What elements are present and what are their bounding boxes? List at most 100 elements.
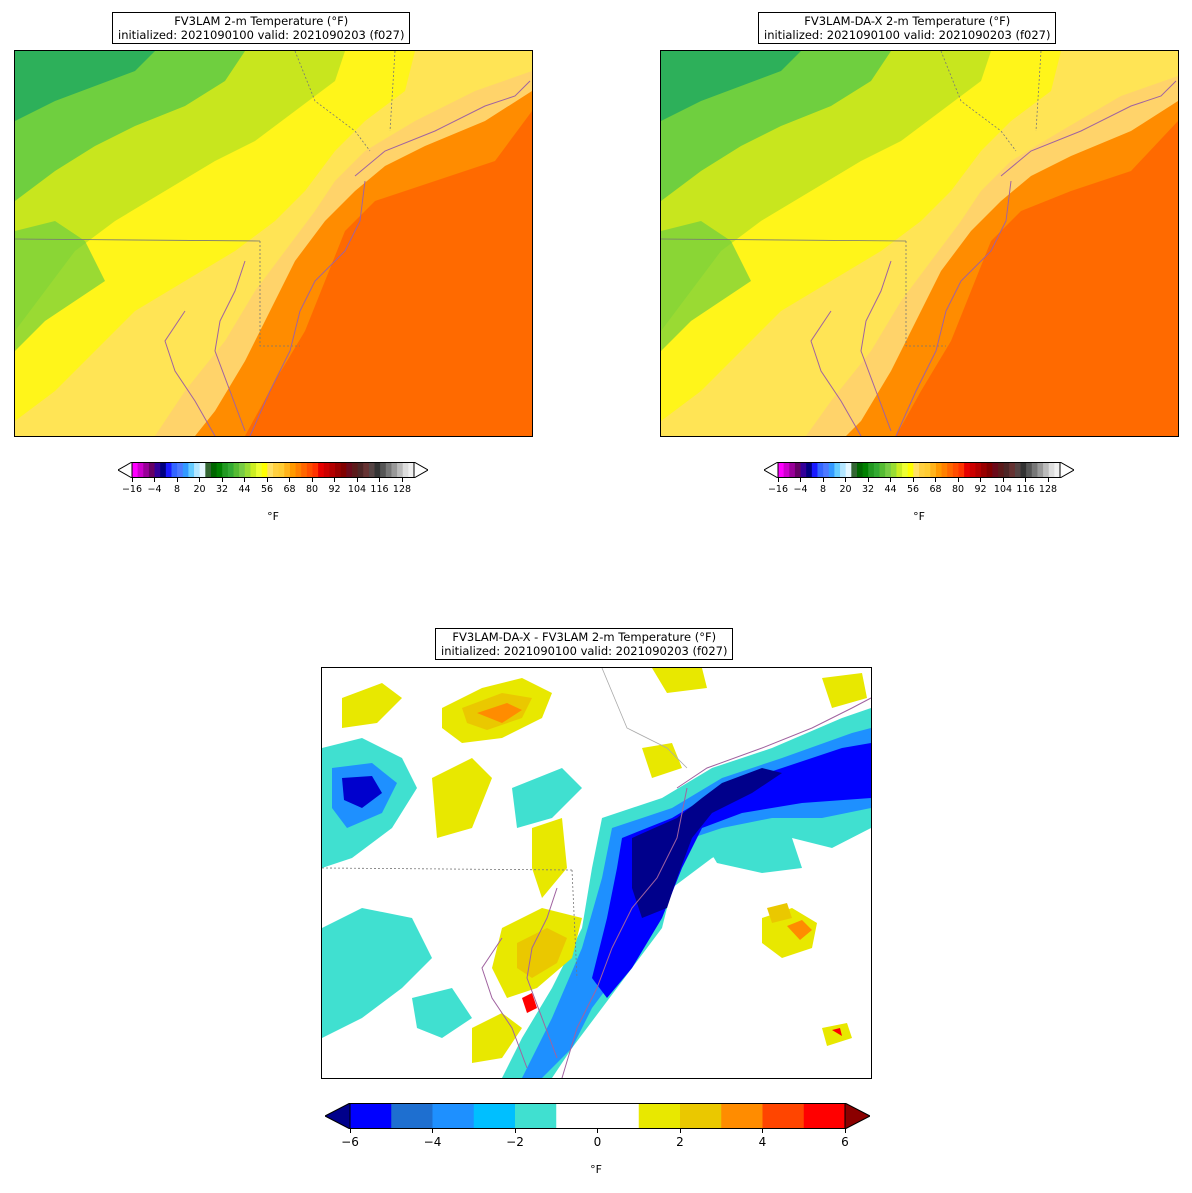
right-title-line1: FV3LAM-DA-X 2-m Temperature (°F) [804, 14, 1011, 28]
colorbar-segment [273, 462, 280, 478]
colorbar-tick-label: 20 [839, 484, 852, 495]
colorbar-border [349, 1103, 846, 1129]
map-zone-green-patch [15, 221, 105, 351]
state-border [601, 668, 688, 769]
colorbar-segment [182, 462, 189, 478]
difference-map [321, 667, 872, 1079]
right-title-line2: initialized: 2021090100 valid: 202109020… [764, 28, 1051, 42]
colorbar-segment [222, 462, 229, 478]
colorbar-tick-label: 68 [929, 484, 942, 495]
colorbar-tick-mark [890, 478, 891, 482]
colorbar-segment [721, 1103, 763, 1129]
colorbar-segment [885, 462, 892, 478]
coastline-nj [249, 180, 366, 436]
colorbar-segment [1037, 462, 1044, 478]
colorbar-segment [295, 462, 302, 478]
colorbar-tick-label: 68 [283, 484, 296, 495]
state-border-ct [389, 51, 396, 132]
colorbar-tick-mark [845, 478, 846, 482]
colorbar-segment [969, 462, 976, 478]
colorbar-tick-mark [154, 478, 155, 482]
cool-region [342, 776, 382, 808]
coastline [676, 697, 871, 789]
right-panel-title: FV3LAM-DA-X 2-m Temperature (°F) initial… [758, 12, 1057, 44]
state-border-ny [940, 51, 1017, 152]
colorbar-segment [952, 462, 959, 478]
colorbar-tick-mark [1002, 478, 1004, 482]
colorbar-segment [992, 462, 999, 478]
colorbar-segment [556, 1103, 598, 1129]
right-colorbar-svg [762, 461, 1076, 479]
colorbar-tick-mark [311, 478, 313, 482]
colorbar-segment [432, 1103, 475, 1129]
colorbar-segment [306, 462, 313, 478]
colorbar-tick-label: 80 [951, 484, 965, 495]
colorbar-segment [924, 462, 931, 478]
warm-region [477, 703, 522, 723]
colorbar-tick-label: 4 [758, 1135, 767, 1149]
colorbar-tick-mark [244, 478, 245, 482]
colorbar-segment [357, 462, 364, 478]
colorbar-over-triangle [844, 1102, 872, 1130]
colorbar-under-triangle [323, 1102, 351, 1130]
warm-region [472, 1013, 522, 1063]
colorbar-segment [902, 462, 909, 478]
colorbar-segment [177, 462, 184, 478]
difference-colorbar-svg [323, 1102, 872, 1130]
colorbar-segment [1031, 462, 1038, 478]
colorbar-segment [890, 462, 897, 478]
warm-region [832, 1028, 842, 1036]
colorbar-segment [828, 462, 835, 478]
colorbar-segment [935, 462, 943, 478]
colorbar-tick-mark [762, 1129, 763, 1133]
colorbar-segment [834, 462, 841, 478]
left-temp-colorbar [116, 461, 430, 479]
coastline-potomac [810, 310, 862, 436]
colorbar-segment [188, 462, 195, 478]
colorbar-over-triangle [1059, 461, 1076, 479]
colorbar-segment [997, 462, 1005, 478]
colorbar-segment [896, 462, 903, 478]
colorbar-segment [239, 462, 246, 478]
colorbar-tick-mark [349, 1129, 351, 1133]
colorbar-segment [160, 462, 167, 478]
colorbar-tick-label: 32 [861, 484, 875, 495]
colorbar-tick-mark [131, 478, 133, 482]
right-map-svg [661, 51, 1178, 436]
warm-region [522, 993, 537, 1013]
colorbar-tick-mark [266, 478, 268, 482]
colorbar-segment [391, 1103, 433, 1129]
difference-map-svg [322, 668, 871, 1078]
colorbar-tick-mark [800, 478, 801, 482]
state-border-dashed [905, 241, 946, 347]
colorbar-tick-label: 116 [370, 484, 389, 495]
colorbar-segment [789, 462, 796, 478]
colorbar-segment [368, 462, 376, 478]
colorbar-segment [930, 462, 937, 478]
colorbar-segment [278, 462, 285, 478]
colorbar-segment [227, 462, 235, 478]
colorbar-segment [1014, 462, 1022, 478]
colorbar-segment [210, 462, 218, 478]
colorbar-segment [363, 462, 370, 478]
colorbar-tick-label: 8 [173, 484, 181, 495]
coastline [481, 937, 528, 1069]
colorbar-segment [868, 462, 875, 478]
colorbar-segment [1009, 462, 1016, 478]
colorbar-segment [597, 1103, 640, 1129]
colorbar-segment [165, 462, 172, 478]
colorbar-under-triangle [116, 461, 133, 479]
colorbar-tick-label: −16 [121, 484, 143, 495]
colorbar-segment [800, 462, 807, 478]
colorbar-segment [216, 462, 223, 478]
cool-region [412, 988, 472, 1038]
colorbar-segment [975, 462, 982, 478]
colorbar-segment [986, 462, 993, 478]
colorbar-segment [919, 462, 926, 478]
colorbar-segment [964, 462, 971, 478]
cool-region [512, 768, 582, 828]
colorbar-tick-label: 80 [305, 484, 319, 495]
colorbar-tick-label: 128 [392, 484, 412, 495]
colorbar-tick-mark [289, 478, 290, 482]
colorbar-tick-label: 56 [260, 484, 274, 495]
